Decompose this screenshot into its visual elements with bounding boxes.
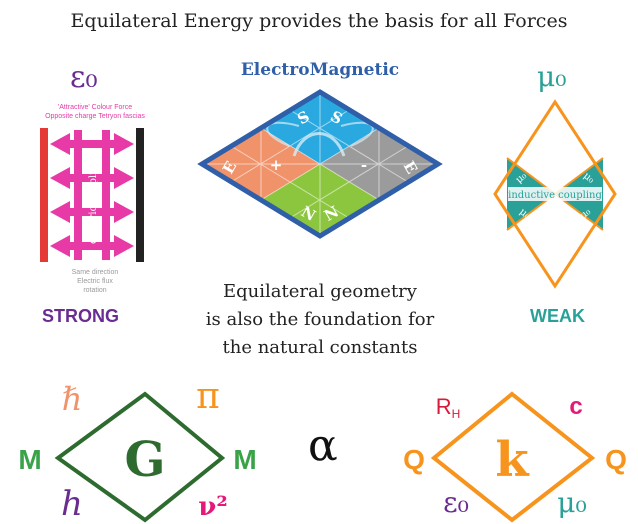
em-flux-swirl — [292, 132, 346, 157]
page-title: Equilateral Energy provides the basis fo… — [70, 10, 568, 32]
center-caption-line3: the natural constants — [222, 337, 418, 358]
c-symbol: c — [569, 393, 582, 420]
strong-note-bottom-line2: Electric flux — [77, 278, 113, 285]
electromagnetic-label: ElectroMagnetic — [240, 60, 400, 80]
center-caption-line1: Equilateral geometry — [223, 281, 417, 302]
pi-symbol: π — [196, 376, 220, 417]
g-diamond — [54, 391, 226, 523]
strong-note-top-line1: 'Attractive' Colour Force — [57, 104, 133, 111]
center-caption: Equilateral geometry is also the foundat… — [175, 278, 465, 362]
strong-label: STRONG — [42, 306, 120, 326]
k-right-q: Q — [605, 444, 627, 475]
strong-arrows — [50, 130, 134, 260]
strong-note-top-line2: Opposite charge Tetryon fascias — [45, 113, 145, 120]
electric-coupling-label: electric coupling — [88, 158, 99, 244]
rydberg-symbol: RH — [436, 394, 461, 421]
weak-diagram: inductive coupling μ₀ μ₀ μ₀ μ₀ — [493, 99, 617, 289]
g-diamond-diagram: G M M ℏ π h ν² — [18, 376, 256, 524]
g-right-m: M — [233, 444, 256, 475]
h-symbol: h — [61, 484, 83, 524]
em-letter-plus: + — [270, 156, 283, 174]
g-center: G — [125, 432, 166, 488]
strong-note-top: 'Attractive' Colour Force Opposite charg… — [40, 103, 150, 121]
right-bar — [136, 128, 144, 262]
double-arrow — [50, 167, 134, 189]
strong-note-bottom-line1: Same direction — [71, 269, 119, 276]
epsilon-zero-bottom: ε₀ — [443, 486, 469, 519]
k-center: k — [495, 432, 530, 488]
epsilon-zero-symbol: ε₀ — [70, 60, 98, 95]
rydberg-r: R — [436, 394, 452, 419]
inductive-coupling-band — [508, 187, 602, 201]
rydberg-subscript: H — [452, 407, 461, 421]
weak-label: WEAK — [530, 306, 585, 326]
mu-zero-symbol: μ₀ — [537, 60, 567, 93]
electromagnetic-diamond: S S E + - E N N — [197, 89, 443, 239]
double-arrow — [50, 133, 134, 155]
g-left-m: M — [18, 444, 41, 475]
nu-squared-symbol: ν² — [198, 492, 227, 522]
mu-zero-bottom: μ₀ — [557, 486, 586, 519]
em-grid — [202, 92, 438, 236]
k-left-q: Q — [403, 444, 425, 475]
em-letter-minus: - — [361, 156, 367, 174]
alpha-symbol: α — [308, 420, 338, 471]
em-border — [197, 89, 443, 239]
hbar-symbol: ℏ — [62, 380, 83, 418]
strong-note-bottom-line3: rotation — [83, 287, 107, 294]
strong-diagram: electric coupling — [40, 128, 144, 262]
double-arrow — [50, 201, 134, 223]
k-diamond-diagram: k Q Q RH c ε₀ μ₀ — [403, 391, 627, 523]
k-diamond — [430, 391, 596, 523]
center-caption-line2: is also the foundation for — [205, 309, 435, 330]
strong-note-bottom: Same direction Electric flux rotation — [40, 268, 150, 295]
inductive-coupling-label: inductive coupling — [508, 190, 602, 201]
left-bar — [40, 128, 48, 262]
double-arrow — [50, 235, 134, 257]
